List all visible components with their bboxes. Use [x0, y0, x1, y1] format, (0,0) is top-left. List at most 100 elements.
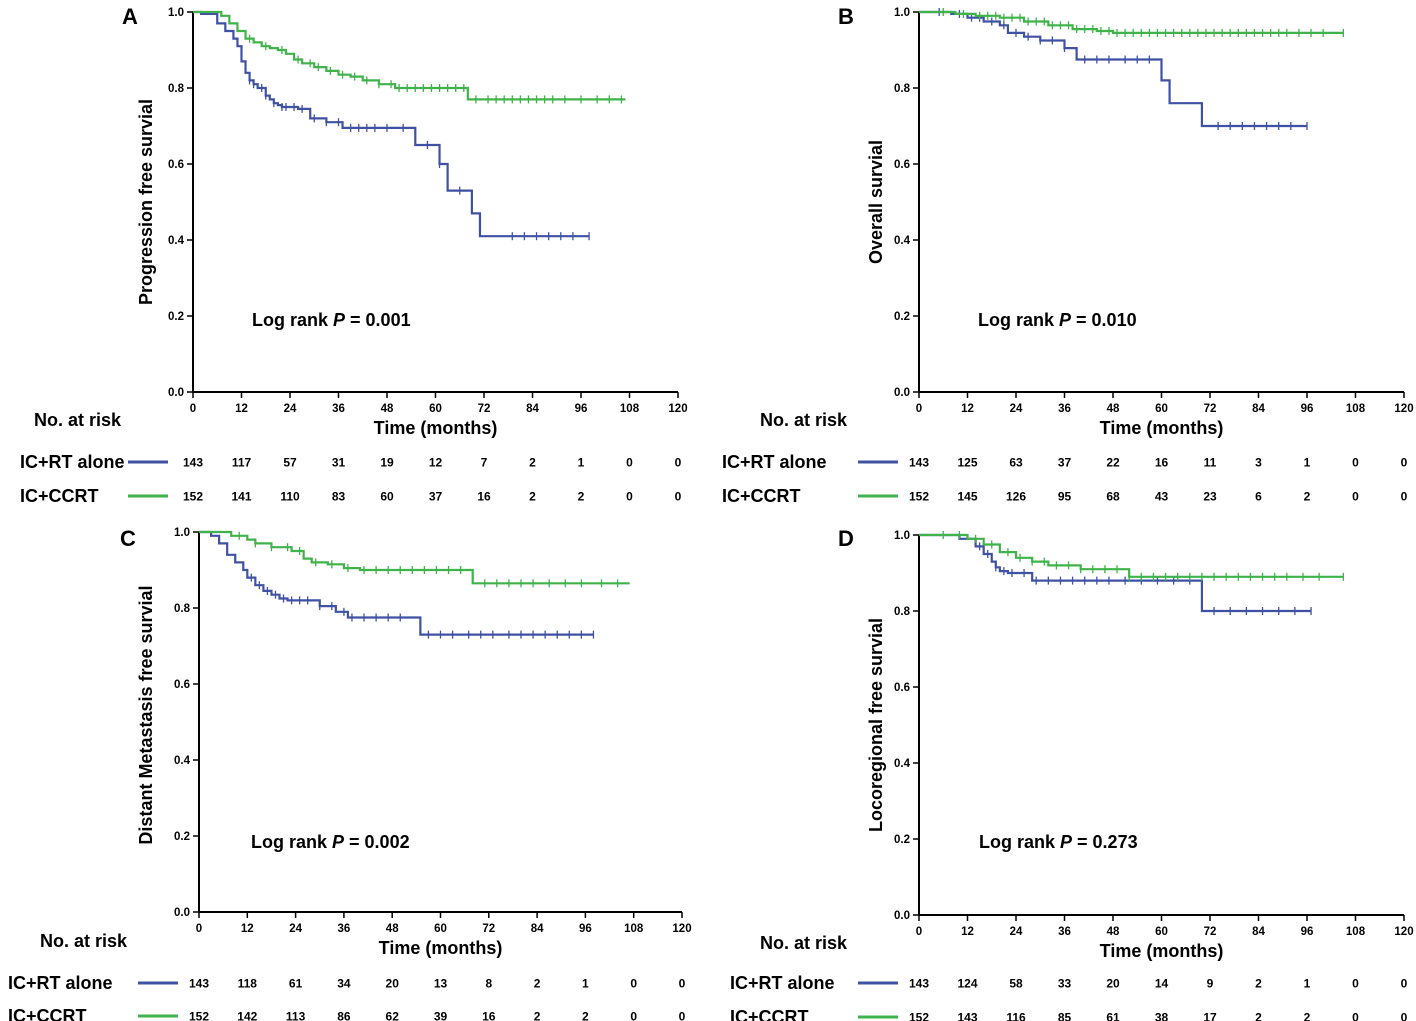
risk-table-title: No. at risk	[760, 410, 848, 430]
x-tick-label: 108	[1346, 926, 1366, 938]
series-line-rt-alone	[919, 10, 1307, 128]
logrank-prefix: Log rank	[252, 310, 333, 330]
x-tick-label: 108	[624, 923, 644, 935]
x-tick-label: 120	[1394, 403, 1413, 415]
risk-number: 0	[1352, 490, 1359, 504]
x-tick-label: 72	[478, 403, 491, 415]
x-tick-label: 96	[579, 923, 592, 935]
risk-number: 116	[1006, 1011, 1026, 1021]
risk-number: 113	[286, 1010, 306, 1021]
x-tick-label: 24	[289, 923, 302, 935]
x-tick-label: 48	[1107, 403, 1120, 415]
y-tick-label: 0.8	[174, 603, 191, 615]
y-axis-title: Progression free survial	[136, 99, 156, 305]
risk-number: 14	[1155, 977, 1169, 991]
risk-number: 0	[630, 1010, 637, 1021]
logrank-eq: =	[1071, 310, 1092, 330]
risk-number: 0	[1401, 977, 1408, 991]
risk-number: 20	[386, 977, 400, 991]
risk-number: 16	[477, 490, 491, 504]
risk-row-name: IC+CCRT	[8, 1006, 87, 1021]
risk-number: 37	[1058, 456, 1072, 470]
risk-number: 2	[578, 490, 585, 504]
risk-number: 83	[332, 490, 346, 504]
risk-number: 60	[380, 490, 394, 504]
risk-number: 143	[909, 456, 929, 470]
risk-number: 37	[429, 490, 443, 504]
risk-number: 0	[1352, 456, 1359, 470]
logrank-p-value: 0.010	[1092, 310, 1137, 330]
x-tick-label: 96	[575, 403, 588, 415]
risk-number: 57	[283, 456, 297, 470]
x-tick-label: 72	[1204, 403, 1217, 415]
x-tick-label: 84	[526, 403, 539, 415]
risk-table-title: No. at risk	[760, 933, 848, 953]
risk-number: 152	[183, 490, 203, 504]
risk-number: 61	[1106, 1011, 1120, 1021]
panel-b: B0.00.20.40.60.81.00 12 24 36 48 60 72 84 96 108 1…	[722, 4, 1414, 506]
risk-table-title: No. at risk	[40, 931, 128, 951]
x-tick-label: 12	[241, 923, 254, 935]
risk-number: 142	[237, 1010, 257, 1021]
y-tick-label: 0.4	[894, 235, 911, 247]
risk-number: 86	[337, 1010, 351, 1021]
risk-number: 34	[337, 977, 351, 991]
series-line-rt-alone	[919, 533, 1312, 613]
series-line-ccrt	[919, 533, 1344, 578]
risk-number: 0	[675, 490, 682, 504]
risk-number: 0	[630, 977, 637, 991]
logrank-p-symbol: P	[1059, 310, 1072, 330]
x-axis-title: Time (months)	[1100, 418, 1224, 438]
risk-number: 143	[957, 1011, 977, 1021]
risk-number: 0	[679, 1010, 686, 1021]
x-tick-label: 12	[961, 403, 974, 415]
logrank-prefix: Log rank	[978, 310, 1059, 330]
x-tick-label: 0	[916, 403, 922, 415]
x-tick-label: 120	[1394, 926, 1413, 938]
risk-number: 2	[582, 1010, 589, 1021]
logrank-p-value: 0.001	[366, 310, 411, 330]
risk-number: 8	[485, 977, 492, 991]
risk-number: 95	[1058, 490, 1072, 504]
x-tick-label: 96	[1301, 403, 1314, 415]
panel-c: C0.00.20.40.60.81.00 12 24 36 48 60 72 84 96 108 1…	[8, 526, 692, 1021]
x-tick-label: 12	[235, 403, 248, 415]
y-tick-label: 0.6	[894, 159, 910, 171]
risk-table-title: No. at risk	[34, 410, 122, 430]
risk-number: 39	[434, 1010, 448, 1021]
risk-number: 6	[1255, 490, 1262, 504]
risk-number: 1	[1304, 977, 1311, 991]
logrank-annotation: Log rank P = 0.002	[251, 832, 410, 852]
y-axis-title: Distant Metastasis free survial	[136, 585, 156, 844]
x-tick-label: 24	[1010, 403, 1023, 415]
risk-number: 16	[482, 1010, 496, 1021]
risk-number: 0	[626, 490, 633, 504]
risk-number: 125	[957, 456, 977, 470]
risk-number: 68	[1106, 490, 1120, 504]
x-tick-label: 0	[916, 926, 922, 938]
y-axis-title: Overall survial	[866, 140, 886, 264]
logrank-p-symbol: P	[333, 310, 346, 330]
risk-number: 61	[289, 977, 303, 991]
panel-a: A0.00.20.40.60.81.00 12 24 36 48 60 72 84 96 108 1…	[20, 4, 688, 506]
x-axis-title: Time (months)	[1100, 941, 1224, 961]
risk-number: 2	[529, 456, 536, 470]
logrank-annotation: Log rank P = 0.010	[978, 310, 1137, 330]
risk-number: 85	[1058, 1011, 1072, 1021]
risk-number: 126	[1006, 490, 1026, 504]
logrank-p-symbol: P	[1060, 832, 1073, 852]
logrank-eq: =	[1072, 832, 1093, 852]
risk-number: 152	[909, 490, 929, 504]
y-tick-label: 0.8	[168, 83, 185, 95]
x-tick-label: 12	[961, 926, 974, 938]
y-tick-label: 0.6	[174, 679, 190, 691]
x-tick-label: 96	[1301, 926, 1314, 938]
y-tick-label: 0.0	[174, 907, 190, 919]
risk-number: 3	[1255, 456, 1262, 470]
x-tick-label: 108	[620, 403, 640, 415]
y-tick-label: 1.0	[174, 527, 190, 539]
risk-number: 2	[534, 1010, 541, 1021]
risk-row-name: IC+RT alone	[8, 973, 113, 993]
x-tick-label: 84	[1252, 926, 1265, 938]
